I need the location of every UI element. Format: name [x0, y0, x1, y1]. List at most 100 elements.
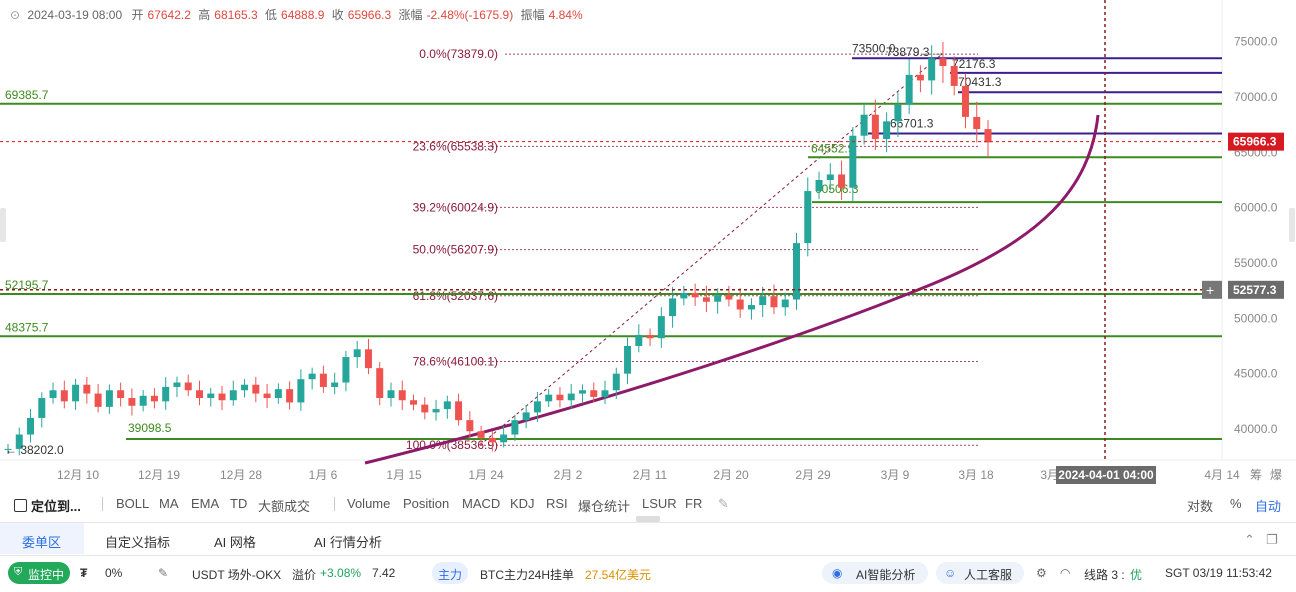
monitor-badge[interactable]: ⛨ 监控中	[8, 562, 70, 584]
high-annotation: 73879.3	[886, 45, 930, 59]
fib-level-label: 78.6%(46100.1)	[413, 354, 498, 368]
shield-icon: ⛨	[14, 566, 23, 578]
candle-body	[398, 390, 406, 401]
candle-body	[860, 114, 868, 136]
indicator-ema[interactable]: EMA	[191, 496, 220, 511]
time-tick-label: 2月 2	[554, 468, 583, 482]
candle-body	[871, 114, 879, 140]
ohlc-header: ⊙ 2024-03-19 08:00 开 67642.2 高 68165.3 低 64…	[10, 6, 587, 23]
price-tick-label: 55000.0	[1234, 256, 1278, 270]
candle-body	[83, 384, 91, 394]
candle-body	[139, 395, 147, 406]
fib-level-label: 100.0%(38536.9)	[406, 438, 498, 452]
candle-body	[117, 390, 125, 399]
candle-body	[207, 393, 215, 399]
candle-body	[680, 292, 688, 299]
candle-body	[725, 295, 733, 300]
candle-body	[286, 389, 294, 403]
price-tick-label: 40000.0	[1234, 422, 1278, 436]
candle-body	[297, 379, 305, 403]
collapse-chevron-icon[interactable]: ⊙	[10, 8, 21, 22]
candle-body	[500, 434, 508, 443]
support-line-label: 69385.7	[5, 88, 49, 102]
tab-custom-indicators[interactable]: 自定义指标	[105, 535, 171, 550]
current-price-label: 65966.3	[1233, 135, 1277, 149]
time-tick-label: 1月 15	[386, 468, 422, 482]
percent-scale-toggle[interactable]: %	[1230, 496, 1242, 511]
candlestick-chart[interactable]: 75000.070000.065000.060000.055000.050000…	[0, 0, 1296, 488]
indicator-lsur[interactable]: LSUR	[642, 496, 677, 511]
candle-body	[905, 74, 913, 105]
crosshair-price-label: 52577.3	[1233, 283, 1277, 297]
support-line-label: 60506.3	[815, 182, 859, 196]
candle-body	[928, 58, 936, 81]
main-orders-text: BTC主力24H挂单	[480, 568, 575, 582]
calendar-icon	[14, 499, 27, 512]
indicator-position[interactable]: Position	[403, 496, 450, 511]
candle-body	[308, 373, 316, 380]
locate-button[interactable]: 定位到...	[14, 496, 81, 515]
left-scroll-handle	[0, 208, 6, 242]
tab-ai-analysis[interactable]: AI 行情分析	[314, 535, 382, 550]
indicator-rsi[interactable]: RSI	[546, 496, 568, 511]
candle-body	[263, 393, 271, 399]
price-tick-label: 70000.0	[1234, 90, 1278, 104]
candle-body	[105, 390, 113, 407]
settings-icon[interactable]: ⚙	[1036, 566, 1047, 580]
indicator-macd[interactable]: MACD	[462, 496, 501, 511]
tab-orders[interactable]: 委单区	[22, 535, 62, 550]
fib-level-label: 39.2%(60024.9)	[413, 200, 498, 214]
support-line-label: 52195.7	[5, 278, 49, 292]
candle-body	[162, 386, 170, 402]
candle-body	[567, 393, 575, 401]
candle-body	[432, 409, 440, 413]
candle-body	[984, 129, 992, 143]
time-tick-label: 1月 6	[309, 468, 338, 482]
candle-body	[669, 298, 677, 317]
auto-scale-toggle[interactable]: 自动	[1255, 499, 1282, 514]
indicator-large-trades[interactable]: 大额成交	[258, 499, 311, 514]
candle-body	[72, 384, 80, 402]
tab-active-bg	[0, 523, 84, 554]
candle-body	[804, 191, 812, 244]
indicator-volume[interactable]: Volume	[347, 496, 391, 511]
support-button[interactable]	[936, 562, 1024, 584]
maximize-icon[interactable]: ❐	[1266, 532, 1278, 547]
tab-ai-grid[interactable]: AI 网格	[214, 535, 256, 550]
line-label[interactable]: 线路 3 :	[1084, 568, 1125, 582]
support-line-label: 39098.5	[128, 421, 172, 435]
high-value: 68165.3	[214, 8, 258, 22]
candle-body	[961, 85, 969, 117]
candle-body	[353, 349, 361, 358]
price-tick-label: 45000.0	[1234, 367, 1278, 381]
candle-body	[173, 382, 181, 387]
indicator-boll[interactable]: BOLL	[116, 496, 150, 511]
candle-body	[150, 395, 158, 402]
log-scale-toggle[interactable]: 对数	[1187, 499, 1214, 514]
panel-resize-handle[interactable]	[636, 516, 660, 522]
candle-body	[38, 398, 46, 418]
line-quality: 优	[1130, 568, 1143, 582]
indicator-fr[interactable]: FR	[685, 496, 703, 511]
fib-level-label: 23.6%(65538.3)	[413, 139, 498, 153]
locate-label: 定位到...	[31, 499, 81, 514]
candle-body	[973, 116, 981, 130]
indicator-td[interactable]: TD	[230, 496, 248, 511]
indicator-liquidation[interactable]: 爆仓统计	[578, 499, 631, 514]
chevron-up-icon[interactable]: ⌃	[1244, 532, 1255, 547]
premium-label: 溢价	[292, 568, 317, 582]
time-tick-label: 2月 20	[713, 468, 749, 482]
edit-icon[interactable]: ✎	[718, 496, 729, 511]
support-label: 人工客服	[964, 568, 1013, 582]
indicator-ma[interactable]: MA	[159, 496, 179, 511]
candle-body	[488, 437, 496, 443]
monitor-label: 监控中	[28, 568, 65, 582]
candle-body	[590, 390, 598, 397]
otc-source[interactable]: USDT 场外-OKX	[192, 568, 282, 582]
indicator-kdj[interactable]: KDJ	[510, 496, 535, 511]
candle-body	[511, 420, 519, 435]
time-tick-label: 12月 10	[57, 468, 99, 482]
support-icon: ☺	[944, 566, 957, 580]
resistance-line-label: 72176.3	[952, 57, 996, 71]
ai-analysis-button[interactable]	[822, 562, 928, 584]
